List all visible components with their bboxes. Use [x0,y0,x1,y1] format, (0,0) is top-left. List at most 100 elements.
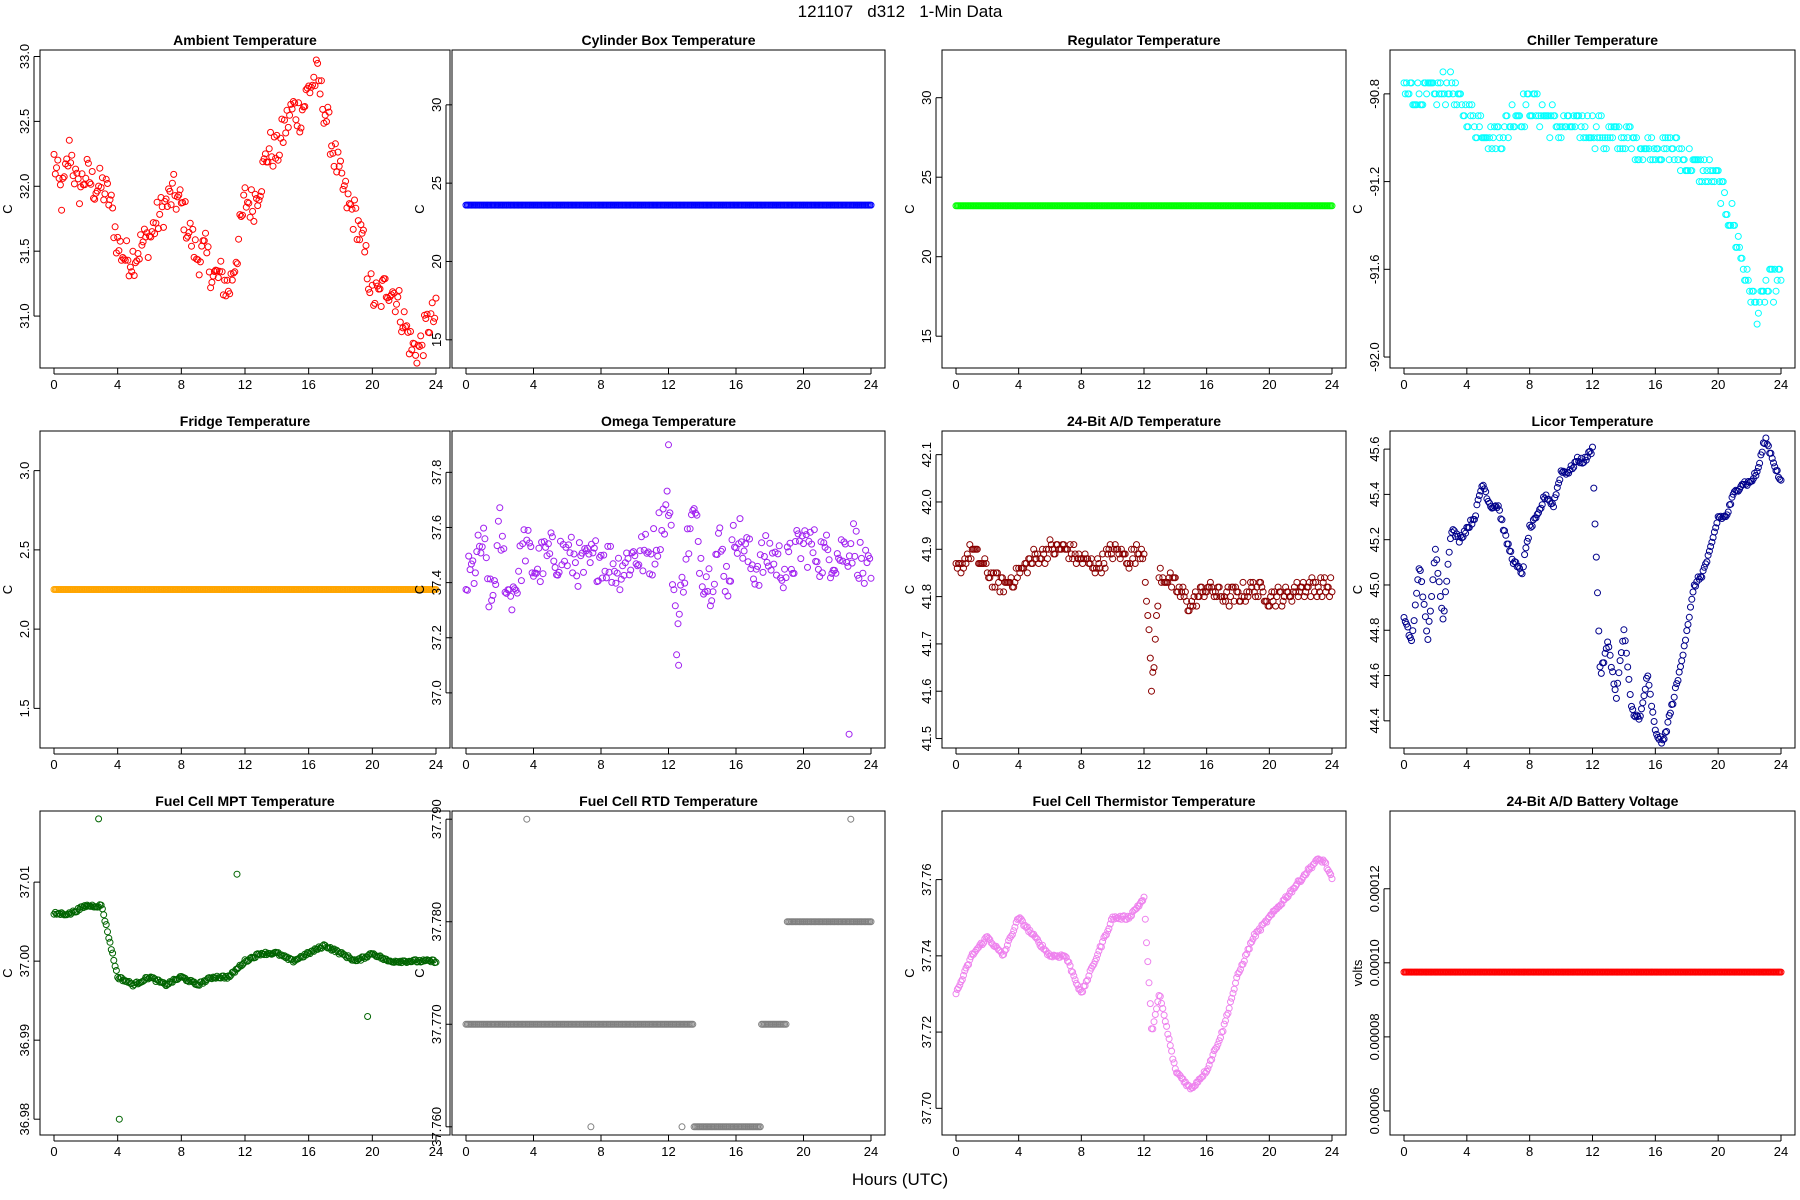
plot-frame [451,49,886,369]
data-point [642,530,649,538]
data-point [1171,574,1179,582]
data-point [1404,623,1412,631]
data-point [1252,593,1259,601]
data-point [385,297,393,304]
data-point [65,136,73,144]
data-point [1195,593,1203,601]
x-tick-label: 4 [530,1144,537,1159]
data-point [1499,134,1507,142]
data-point [1279,597,1287,605]
data-point [1215,583,1223,591]
data-point [1631,156,1639,164]
data-point [785,548,793,556]
data-point [189,225,197,233]
x-tick-label: 8 [1078,1144,1085,1159]
data-point [124,256,132,264]
panel-9: Fuel Cell MPT Temperature 0 4 8 12 16 20 24 36.9… [0,793,451,1159]
data-point [1278,602,1286,610]
data-point [412,351,420,359]
data-point [1104,550,1112,558]
data-point [1700,156,1708,164]
data-point [493,542,501,550]
plot-frame [941,810,1347,1136]
data-point [634,562,641,570]
data-point [1190,593,1198,601]
data-point [1163,1022,1171,1030]
data-point [314,59,322,67]
data-point [95,815,103,823]
data-point [1095,560,1103,567]
data-point [1677,663,1684,671]
panel-title: Chiller Temperature [1527,32,1658,48]
panel-12: 24-Bit A/D Battery Voltage 0 4 8 12 16 20 24 0.0… [1350,793,1796,1159]
data-point [527,543,535,551]
plot-frame [39,49,451,369]
data-point [1738,254,1746,262]
data-point [1624,663,1632,671]
data-point [1582,456,1590,464]
y-tick-label: 25 [919,170,934,184]
data-point [132,259,139,267]
data-point [832,569,840,577]
y-tick-label: 37.01 [17,866,32,899]
data-point [1767,449,1775,457]
y-tick-label: 37.70 [919,1092,934,1125]
data-point [678,1123,686,1131]
data-point [654,552,662,560]
data-point [1419,101,1427,109]
data-point [1622,649,1630,657]
panel-title: Fuel Cell Thermistor Temperature [1032,793,1255,809]
data-point [1153,612,1160,619]
data-point [1670,156,1678,164]
x-tick-label: 8 [1526,377,1533,392]
data-point [818,569,826,577]
data-point [1648,702,1656,710]
data-point [1228,994,1236,1002]
data-point [767,566,775,574]
data-point [1692,582,1699,590]
y-tick-label: 0.00012 [1367,865,1382,912]
data-point [535,544,543,552]
y-tick-label: 37.00 [17,945,32,978]
data-point [1434,569,1442,577]
y-tick-label: 36.98 [17,1103,32,1136]
data-point [797,555,805,563]
data-point [671,602,679,610]
data-point [162,195,170,203]
data-point [555,568,563,576]
data-point [751,580,759,588]
data-point [1488,145,1496,153]
data-point [1302,871,1310,879]
y-tick-label: 44.8 [1367,618,1382,643]
data-point [1218,1028,1226,1036]
data-point [1433,101,1441,109]
data-point [347,201,355,209]
data-point [338,169,346,177]
data-point [759,568,767,576]
data-point [781,565,789,573]
data-point [1242,951,1249,959]
data-point [247,186,255,194]
data-point [1002,945,1010,953]
data-point [1599,134,1607,142]
data-point [1521,123,1529,131]
data-point [706,602,714,610]
data-point [694,538,702,545]
data-point [1638,705,1645,713]
data-point [625,571,633,579]
data-point [112,967,120,974]
data-point [1198,1073,1206,1081]
data-point [1612,123,1620,131]
data-point [1189,602,1197,610]
data-point [1100,560,1108,567]
data-point [130,272,138,279]
data-point [709,588,717,596]
data-point [1314,583,1322,591]
data-point [218,268,226,276]
data-point [315,77,323,85]
data-point [839,557,847,565]
data-point [1149,668,1157,676]
data-point [245,199,253,207]
data-point [1413,589,1421,597]
data-point [848,559,856,567]
